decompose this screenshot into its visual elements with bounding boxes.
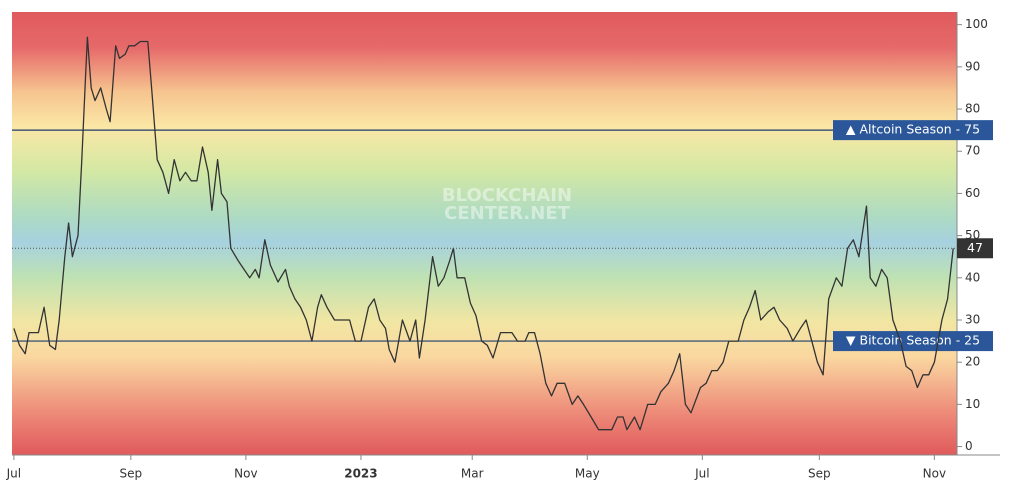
x-tick-label: Nov (923, 467, 946, 481)
x-tick-label: Sep (120, 467, 143, 481)
level-tag (833, 120, 993, 141)
x-tick-label: Nov (234, 467, 257, 481)
y-tick-label: 30 (965, 312, 980, 326)
level-label: ▲ Altcoin Season - 75 (846, 122, 980, 137)
x-tick-label: Jul (6, 467, 21, 481)
plot-background (12, 12, 957, 455)
y-tick-label: 60 (965, 186, 980, 200)
level-tag (833, 331, 993, 352)
x-tick-label: Jul (694, 467, 709, 481)
x-tick-label: May (575, 467, 600, 481)
y-tick-label: 100 (965, 17, 988, 31)
x-tick-label: Mar (461, 467, 484, 481)
y-tick-label: 10 (965, 397, 980, 411)
watermark: BLOCKCHAIN (442, 185, 572, 206)
y-tick-label: 80 (965, 102, 980, 116)
x-tick-label: 2023 (344, 467, 377, 481)
x-tick-label: Sep (808, 467, 831, 481)
y-tick-label: 20 (965, 355, 980, 369)
level-label: ▼ Bitcoin Season - 25 (846, 333, 980, 348)
current-label: 47 (967, 240, 983, 255)
y-tick-label: 40 (965, 270, 980, 284)
y-tick-label: 70 (965, 144, 980, 158)
current-tag (957, 238, 993, 259)
watermark: CENTER.NET (444, 203, 571, 224)
y-tick-label: 90 (965, 59, 980, 73)
y-tick-label: 0 (965, 439, 973, 453)
series-line (13, 36, 954, 431)
